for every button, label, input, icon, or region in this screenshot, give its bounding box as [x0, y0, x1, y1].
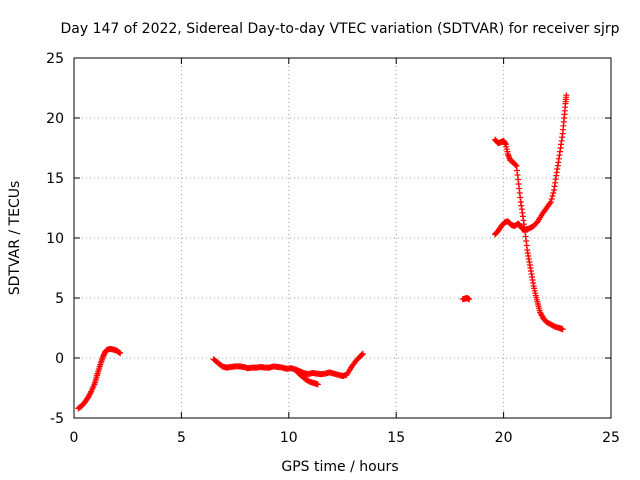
data-point — [549, 193, 556, 199]
y-tick-label: -5 — [50, 411, 64, 427]
data-point — [548, 196, 555, 202]
y-tick-label: 20 — [46, 111, 64, 127]
x-tick-label: 0 — [70, 430, 79, 446]
x-tick-label: 20 — [495, 430, 513, 446]
grid-lines — [74, 58, 611, 418]
y-tick-label: 5 — [55, 291, 64, 307]
data-point — [547, 199, 554, 205]
y-axis-label: SDTVAR / TECUs — [7, 181, 23, 296]
x-tick-label: 10 — [280, 430, 298, 446]
data-points — [75, 92, 570, 412]
data-point — [550, 190, 557, 196]
data-point — [466, 296, 473, 303]
data-point — [512, 162, 519, 169]
series-arc-6 — [492, 92, 570, 238]
y-tick-label: 15 — [46, 171, 64, 187]
series-arc-5 — [492, 136, 566, 333]
y-tick-labels: -5 0 5 10 15 20 25 — [46, 51, 64, 427]
x-tick-labels: 0 5 10 15 20 25 — [70, 430, 620, 446]
y-tick-label: 0 — [55, 351, 64, 367]
chart-title: Day 147 of 2022, Sidereal Day-to-day VTE… — [60, 21, 619, 37]
data-point — [563, 92, 570, 99]
series-arc-2 — [210, 350, 366, 379]
data-point — [359, 350, 366, 357]
data-point — [314, 381, 321, 388]
y-tick-label: 10 — [46, 231, 64, 247]
x-tick-label: 5 — [177, 430, 186, 446]
x-axis-label: GPS time / hours — [281, 459, 398, 475]
data-point — [117, 350, 124, 357]
series-arc-3 — [294, 369, 321, 388]
series-arc-1 — [75, 346, 124, 412]
y-tick-label: 25 — [46, 51, 64, 67]
x-tick-label: 25 — [602, 430, 620, 446]
series-arc-4 — [459, 295, 473, 303]
axis-ticks — [73, 57, 612, 419]
data-point — [559, 326, 566, 333]
x-tick-label: 15 — [387, 430, 405, 446]
data-point — [359, 351, 366, 358]
